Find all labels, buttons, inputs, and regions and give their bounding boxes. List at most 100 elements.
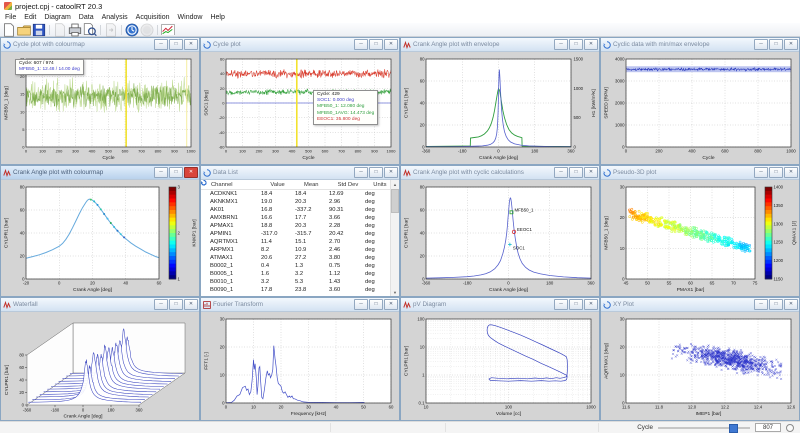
cyclic-minmax-chart[interactable]: 0 200 400 600 800 1000 0 1000 2000 3000 4000 Cycle S… xyxy=(601,52,799,164)
window-titlebar[interactable]: Fourier Transform ─ □ ✕ xyxy=(201,298,399,312)
minimize-button[interactable]: ─ xyxy=(154,299,168,310)
table-row[interactable]: AK01 16.8 -337.2 90.31 deg xyxy=(201,180,399,214)
minimize-button[interactable]: ─ xyxy=(354,299,368,310)
window-titlebar[interactable]: Data List ─ □ ✕ xyxy=(201,166,399,180)
table-row[interactable]: APMIN1 -317.0 -315.7 20.42 deg xyxy=(201,180,399,238)
column-header-mean[interactable]: Mean xyxy=(304,181,319,188)
minimize-button[interactable]: ─ xyxy=(154,39,168,50)
cycle-slider[interactable] xyxy=(658,423,750,433)
minimize-button[interactable]: ─ xyxy=(354,39,368,50)
vertical-scrollbar[interactable]: ▲ ▼ xyxy=(390,180,399,296)
cycle-slider-thumb[interactable] xyxy=(729,424,738,433)
window-titlebar[interactable]: Cycle plot ─ □ ✕ xyxy=(201,38,399,52)
table-row[interactable]: AMXBRN1 16.6 17.7 3.66 deg xyxy=(201,180,399,222)
window-titlebar[interactable]: Crank Angle plot with envelope ─ □ ✕ xyxy=(401,38,599,52)
cycle-slider-track[interactable] xyxy=(658,427,750,429)
open-file-icon[interactable] xyxy=(17,24,31,36)
close-button[interactable]: ✕ xyxy=(184,299,198,310)
minimize-button[interactable]: ─ xyxy=(554,39,568,50)
minimize-button[interactable]: ─ xyxy=(554,167,568,178)
table-row[interactable]: B0002_1 0.4 1.3 0.75 deg xyxy=(201,180,399,270)
menu-window[interactable]: Window xyxy=(177,14,203,21)
table-row[interactable]: ATMAX1 20.6 27.2 3.80 deg xyxy=(201,180,399,262)
window-titlebar[interactable]: Pseudo-3D plot ─ □ ✕ xyxy=(601,166,799,180)
menu-acquisition[interactable]: Acquisition xyxy=(135,14,170,21)
window-titlebar[interactable]: Waterfall ─ □ ✕ xyxy=(1,298,199,312)
minimize-button[interactable]: ─ xyxy=(354,167,368,178)
menu-analysis[interactable]: Analysis xyxy=(101,14,128,21)
table-row[interactable]: AKNKMX1 19.0 20.3 2.96 deg xyxy=(201,180,399,206)
minimize-button[interactable]: ─ xyxy=(754,299,768,310)
table-row[interactable]: APMAX1 18.8 20.3 2.28 deg xyxy=(201,180,399,230)
analysis-chart-icon[interactable] xyxy=(161,23,175,36)
close-button[interactable]: ✕ xyxy=(384,167,398,178)
column-header-channel[interactable]: Channel xyxy=(211,181,233,188)
menu-diagram[interactable]: Diagram xyxy=(44,14,71,21)
close-button[interactable]: ✕ xyxy=(584,299,598,310)
restore-button[interactable]: □ xyxy=(769,299,783,310)
window-title-text: Data List xyxy=(213,169,238,176)
column-header-std-dev[interactable]: Std Dev xyxy=(337,181,359,188)
table-row[interactable]: B0090_1 17.8 23.8 3.60 deg xyxy=(201,180,399,294)
restore-button[interactable]: □ xyxy=(169,299,183,310)
menu-edit[interactable]: Edit xyxy=(24,14,37,21)
minimize-button[interactable]: ─ xyxy=(554,299,568,310)
restore-button[interactable]: □ xyxy=(369,299,383,310)
record-indicator-icon[interactable] xyxy=(786,423,794,432)
print-preview-icon[interactable] xyxy=(83,22,97,36)
window-titlebar[interactable]: Crank Angle plot with colourmap ─ □ ✕ xyxy=(1,166,199,180)
restore-button[interactable]: □ xyxy=(369,39,383,50)
new-file-icon[interactable] xyxy=(2,22,16,37)
close-button[interactable]: ✕ xyxy=(584,167,598,178)
scroll-down-icon[interactable]: ▼ xyxy=(393,289,397,295)
table-row[interactable]: B0005_1 1.6 3.2 1.12 deg xyxy=(201,180,399,278)
menu-data[interactable]: Data xyxy=(78,14,94,21)
xy-plot-chart[interactable]: 11.6 11.8 12.0 12.2 12.4 12.6 0 10 20 30 IMEP1 [ba… xyxy=(601,312,799,420)
column-header-units[interactable]: Units xyxy=(373,181,387,188)
table-row[interactable]: B0010_1 3.2 5.3 1.43 deg xyxy=(201,180,399,286)
close-button[interactable]: ✕ xyxy=(784,299,798,310)
close-button[interactable]: ✕ xyxy=(584,39,598,50)
scrollbar-thumb[interactable] xyxy=(391,189,399,213)
close-button[interactable]: ✕ xyxy=(384,299,398,310)
cycle-value-box[interactable]: 807 xyxy=(755,423,781,432)
save-icon[interactable] xyxy=(32,23,46,36)
table-row[interactable]: AQRTMX1 11.4 15.1 2.70 deg xyxy=(201,180,399,246)
scroll-up-icon[interactable]: ▲ xyxy=(393,181,397,187)
restore-button[interactable]: □ xyxy=(169,39,183,50)
start-acquisition-icon[interactable] xyxy=(125,23,139,36)
restore-button[interactable]: □ xyxy=(769,167,783,178)
window-titlebar[interactable]: pV Diagram ─ □ ✕ xyxy=(401,298,599,312)
print-icon[interactable] xyxy=(68,23,82,36)
restore-button[interactable]: □ xyxy=(569,167,583,178)
table-row[interactable]: ACDKNK1 18.4 18.4 12.69 deg xyxy=(201,180,399,198)
close-button[interactable]: ✕ xyxy=(384,39,398,50)
window-titlebar[interactable]: XY Plot ─ □ ✕ xyxy=(601,298,799,312)
window-titlebar[interactable]: Cyclic data with min/max envelope ─ □ ✕ xyxy=(601,38,799,52)
restore-button[interactable]: □ xyxy=(769,39,783,50)
window-titlebar[interactable]: Cycle plot with colourmap ─ □ ✕ xyxy=(1,38,199,52)
restore-button[interactable]: □ xyxy=(569,39,583,50)
close-button[interactable]: ✕ xyxy=(184,167,198,178)
pseudo-3d-chart[interactable]: 45 50 55 60 65 70 75 0 10 20 30 PMAX1 [bar] MFB50_1 … xyxy=(601,180,799,296)
menu-file[interactable]: File xyxy=(5,14,17,21)
column-header-value[interactable]: Value xyxy=(270,181,285,188)
waterfall-chart[interactable]: 0 20 40 60 80 -360 -180 0 180 360 Crank Angle [deg… xyxy=(1,312,199,420)
window-titlebar[interactable]: Crank Angle plot with cyclic calculation… xyxy=(401,166,599,180)
close-button[interactable]: ✕ xyxy=(184,39,198,50)
restore-button[interactable]: □ xyxy=(569,299,583,310)
table-row[interactable]: ARPMX1 8.2 10.9 2.46 deg xyxy=(201,180,399,254)
menu-help[interactable]: Help xyxy=(210,14,225,21)
restore-button[interactable]: □ xyxy=(369,167,383,178)
close-button[interactable]: ✕ xyxy=(784,167,798,178)
minimize-button[interactable]: ─ xyxy=(154,167,168,178)
minimize-button[interactable]: ─ xyxy=(754,167,768,178)
crank-cyclic-chart[interactable]: -360 -180 0 180 360 0 20 40 60 80 MFB50_1 EEOC1 SOC1… xyxy=(401,180,599,296)
restore-button[interactable]: □ xyxy=(169,167,183,178)
minimize-button[interactable]: ─ xyxy=(754,39,768,50)
close-button[interactable]: ✕ xyxy=(784,39,798,50)
